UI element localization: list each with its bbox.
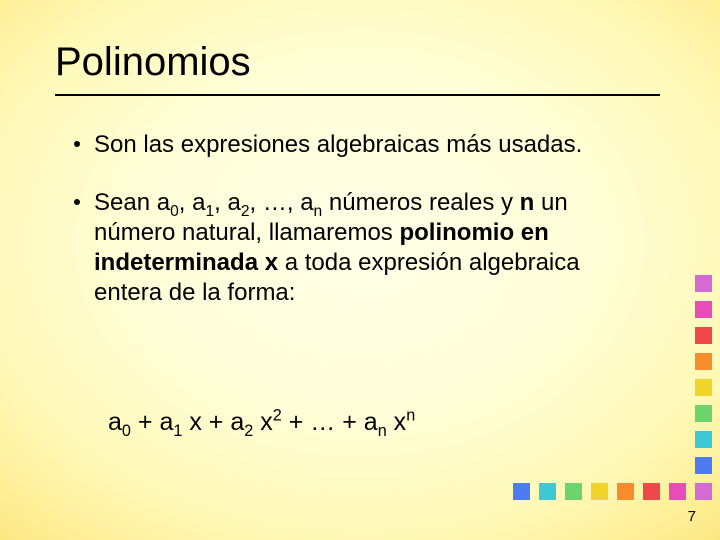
subscript: n [378,422,387,440]
subscript: 1 [205,203,214,220]
decor-square-icon [669,483,686,500]
decor-square-icon [643,483,660,500]
bullet-dot-icon [74,199,80,205]
decor-square-icon [695,483,712,500]
subscript: 0 [170,203,179,220]
decor-square-icon [695,353,712,370]
page-number: 7 [688,508,696,525]
page-title: Polinomios [55,40,251,85]
subscript: 2 [244,422,253,440]
text-fragment: , a [214,189,241,216]
superscript: 2 [273,407,282,425]
text-fragment: x [253,408,272,436]
text-fragment: números reales y [322,189,519,216]
decor-squares-right [695,275,712,474]
text-fragment: Sean a [94,189,170,216]
text-fragment: x [387,408,406,436]
decor-square-icon [539,483,556,500]
text-fragment: , …, a [250,189,314,216]
decor-square-icon [695,405,712,422]
text-fragment: + … + a [282,408,378,436]
decor-square-icon [617,483,634,500]
bullet-text: Son las expresiones algebraicas más usad… [94,130,644,160]
bold-text: n [520,189,535,216]
decor-square-icon [695,457,712,474]
subscript: 0 [122,422,131,440]
title-underline [55,94,660,96]
decor-square-icon [513,483,530,500]
list-item: Sean a0, a1, a2, …, an números reales y … [74,188,644,308]
decor-square-icon [565,483,582,500]
text-fragment: a [108,408,122,436]
text-fragment: + a [131,408,173,436]
decor-square-icon [695,301,712,318]
decor-square-icon [695,431,712,448]
subscript: n [314,203,323,220]
slide: Polinomios Son las expresiones algebraic… [0,0,720,540]
formula: a0 + a1 x + a2 x2 + … + an xn [108,408,415,437]
subscript: 2 [241,203,250,220]
decor-square-icon [695,275,712,292]
text-fragment: x + a [182,408,244,436]
text-fragment: , a [179,189,206,216]
decor-squares-bottom [513,483,712,500]
decor-square-icon [695,379,712,396]
list-item: Son las expresiones algebraicas más usad… [74,130,644,160]
decor-square-icon [591,483,608,500]
bullet-dot-icon [74,141,80,147]
bullet-list: Son las expresiones algebraicas más usad… [74,130,644,336]
superscript: n [406,407,415,425]
bullet-text: Sean a0, a1, a2, …, an números reales y … [94,188,644,308]
decor-square-icon [695,327,712,344]
